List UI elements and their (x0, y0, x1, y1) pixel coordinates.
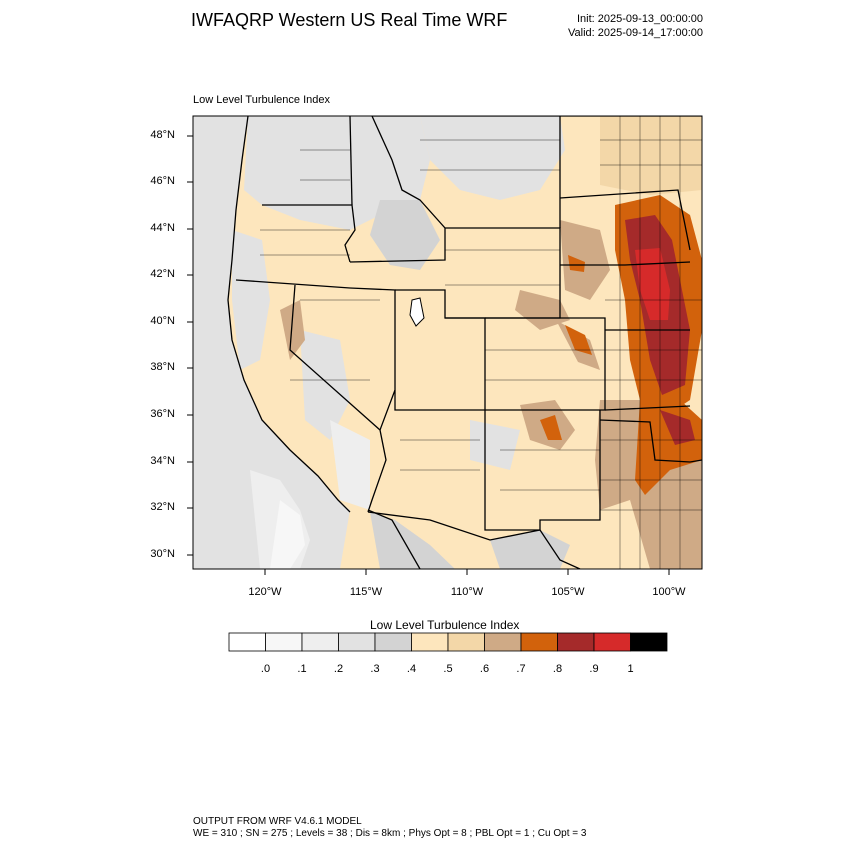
county-grid (260, 116, 702, 569)
dakotas-border (559, 189, 691, 251)
colorbar-box (265, 632, 303, 652)
plains-brown (560, 220, 610, 300)
colorbar-box (484, 632, 522, 652)
colorbar-box (338, 632, 376, 652)
lat-label: 40°N (150, 315, 175, 327)
colorbar-label: .8 (552, 663, 563, 675)
colorbar-box (228, 632, 266, 652)
colorbar (228, 632, 668, 652)
socal-grey (330, 420, 370, 510)
colorbar-box (630, 632, 668, 652)
idaho-west-border (349, 116, 353, 206)
great-salt-lake (409, 297, 425, 327)
footer-model-line: OUTPUT FROM WRF V4.6.1 MODEL (193, 816, 362, 827)
dakota-tan (600, 116, 702, 195)
lon-label: 105°W (551, 586, 585, 598)
oklahoma-darkred (660, 410, 695, 445)
lon-label: 110°W (450, 586, 484, 598)
colorbar-label: .2 (333, 663, 344, 675)
ocean-lightest-patch (270, 500, 305, 569)
montana-grey (420, 116, 565, 200)
arizona-grey (470, 420, 520, 470)
footer-config-line: WE = 310 ; SN = 275 ; Levels = 38 ; Dis … (193, 828, 587, 839)
colorbar-title: Low Level Turbulence Index (370, 618, 520, 632)
nevada-brown (280, 300, 305, 360)
state-boundaries (227, 116, 702, 569)
lon-label: 115°W (349, 586, 383, 598)
oklahoma-border (599, 419, 702, 463)
colorbar-label: .6 (479, 663, 490, 675)
colorbar-box (447, 632, 485, 652)
gulf-of-california (370, 512, 455, 569)
colorbar-box (520, 632, 558, 652)
lat-label: 32°N (150, 501, 175, 513)
nevada-utah-border (349, 287, 396, 431)
oregon-washington-border (262, 204, 356, 263)
nm-orange (540, 415, 562, 440)
lat-label: 46°N (150, 175, 175, 187)
lat-label: 36°N (150, 408, 175, 420)
idaho-east-border (349, 116, 446, 263)
colorado-orange (565, 325, 592, 355)
lat-label: 30°N (150, 548, 175, 560)
colorbar-label: .0 (260, 663, 271, 675)
panel-title: Low Level Turbulence Index (193, 94, 330, 106)
new-mexico-border (484, 410, 601, 531)
kansas-south-border (604, 405, 691, 411)
baja-coast (367, 509, 421, 569)
colorbar-label: .5 (443, 663, 453, 675)
colorbar-label: .4 (406, 663, 417, 675)
colorbar-box (374, 632, 412, 652)
idaho-grey (370, 200, 440, 270)
main-title: IWFAQRP Western US Real Time WRF (191, 10, 508, 30)
map-field (193, 116, 702, 569)
map-ticks (187, 135, 670, 575)
county-lines (260, 116, 702, 569)
lat-label: 38°N (150, 361, 175, 373)
valid-time: Valid: 2025-09-14_17:00:00 (568, 27, 703, 39)
colorbar-label: .1 (297, 663, 307, 675)
oklahoma-brown (595, 400, 650, 510)
mexico-border (367, 511, 541, 541)
lat-label: 48°N (150, 129, 175, 141)
pacific-ocean (193, 116, 350, 569)
oregon-southern-border (235, 279, 351, 289)
colorbar-label: .7 (516, 663, 526, 675)
colorbar-box (411, 632, 449, 652)
colorbar-box (557, 632, 595, 652)
lon-label: 100°W (652, 586, 686, 598)
rio-grande (539, 529, 581, 569)
colorbar-box (593, 632, 631, 652)
lat-label: 44°N (150, 222, 175, 234)
colorbar-label: .3 (370, 663, 380, 675)
california-nevada-border (289, 284, 387, 513)
colorbar-label: .9 (589, 663, 599, 675)
plains-red-core (635, 248, 670, 320)
init-time: Init: 2025-09-13_00:00:00 (577, 13, 703, 25)
colorbar-label: 1 (627, 663, 634, 675)
colorado-border (485, 317, 606, 411)
nebraska-north-border (560, 261, 691, 266)
sierra-grey (300, 330, 350, 440)
colorado-brown (515, 290, 570, 330)
map-frame (192, 115, 703, 570)
lat-label: 34°N (150, 455, 175, 467)
nebraska-orange (568, 255, 585, 272)
mexico-grey (490, 530, 570, 569)
california-coast-grey (232, 230, 270, 370)
lat-label: 42°N (150, 268, 175, 280)
lon-label: 120°W (248, 586, 282, 598)
coastline (227, 116, 351, 513)
colorbar-box (301, 632, 339, 652)
